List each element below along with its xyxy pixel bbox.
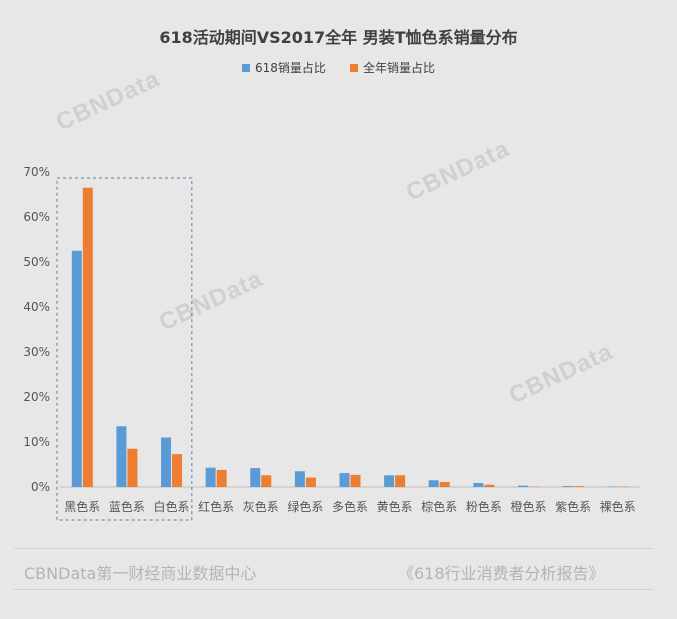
legend-label-618: 618销量占比 [255,61,326,75]
bar-annual [216,469,227,487]
bar-618 [562,486,573,487]
bar-618 [473,482,484,487]
x-tick-label: 红色系 [198,499,234,514]
y-tick-label: 60% [23,210,50,224]
y-tick-label: 70% [23,165,50,179]
highlight-box [56,177,193,521]
legend-item-annual: 全年销量占比 [349,59,435,76]
footer-report: 《618行业消费者分析报告》 [398,564,605,583]
bar-618 [339,473,350,487]
legend: 618销量占比 全年销量占比 [0,59,677,76]
bar-618 [161,437,172,487]
y-tick-label: 30% [23,345,50,359]
y-tick-label: 10% [23,435,50,449]
bar-618 [294,471,305,487]
x-tick-label: 多色系 [332,500,368,514]
x-tick-label: 紫色系 [555,500,591,514]
x-tick-label: 绿色系 [287,499,323,514]
bar-annual [261,475,272,487]
bar-618 [384,475,395,487]
bar-618 [250,468,261,487]
chart-title: 618活动期间VS2017全年 男装T恤色系销量分布 [159,28,518,47]
bar-annual [172,454,183,487]
bar-618 [607,486,618,488]
bar-annual [82,187,93,487]
y-tick-label: 0% [31,480,50,494]
bar-618 [116,426,127,487]
y-tick-label: 50% [23,255,50,269]
bar-618 [205,467,216,487]
bar-annual [305,477,316,487]
legend-label-annual: 全年销量占比 [362,61,435,75]
bar-annual [573,486,584,487]
bar-annual [528,486,539,488]
legend-item-618: 618销量占比 [242,59,326,76]
x-tick-label: 粉色系 [466,500,502,514]
bar-618 [517,485,528,487]
bar-annual [395,475,406,487]
x-tick-label: 裸色系 [600,499,636,514]
x-tick-label: 棕色系 [421,499,457,514]
x-tick-label: 黄色系 [377,500,413,514]
footer-divider-bottom [14,589,654,590]
bar-618 [428,480,439,487]
y-tick-label: 40% [23,300,50,314]
bar-annual [127,448,138,487]
legend-swatch-618 [242,63,251,72]
bar-annual [484,484,495,487]
footer-divider-top [14,548,654,549]
x-tick-label: 黑色系 [64,500,100,514]
y-tick-label: 20% [23,390,50,404]
bar-annual [439,482,450,487]
x-tick-label: 橙色系 [510,499,546,514]
x-tick-label: 灰色系 [243,500,279,514]
legend-swatch-annual [349,63,358,72]
bar-618 [71,250,82,487]
x-tick-label: 白色系 [154,499,190,514]
x-tick-label: 蓝色系 [109,500,145,514]
bar-annual [350,474,361,487]
footer-source: CBNData第一财经商业数据中心 [24,564,257,583]
bar-annual [618,486,629,488]
